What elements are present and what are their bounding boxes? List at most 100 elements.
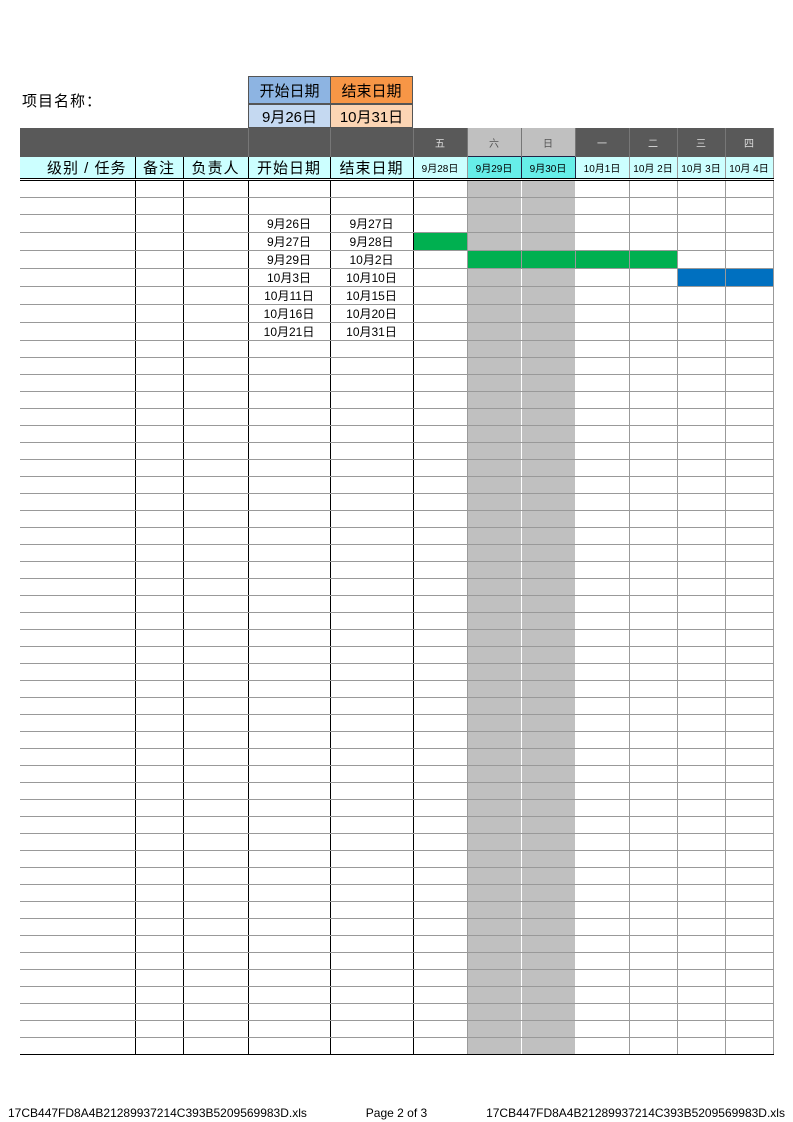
owner-cell[interactable] [183, 578, 249, 596]
gantt-cell[interactable] [725, 646, 774, 664]
gantt-cell[interactable] [413, 250, 468, 269]
gantt-cell[interactable] [467, 935, 522, 953]
gantt-cell[interactable] [629, 833, 678, 851]
note-cell[interactable] [135, 197, 184, 215]
gantt-cell[interactable] [575, 357, 630, 375]
gantt-cell[interactable] [521, 986, 576, 1004]
gantt-cell[interactable] [629, 918, 678, 936]
start-date-cell[interactable] [248, 748, 331, 766]
note-cell[interactable] [135, 322, 184, 341]
task-cell[interactable] [20, 867, 136, 885]
gantt-cell[interactable] [413, 1020, 468, 1038]
note-cell[interactable] [135, 833, 184, 851]
note-cell[interactable] [135, 663, 184, 681]
gantt-cell[interactable] [521, 680, 576, 698]
note-cell[interactable] [135, 969, 184, 987]
owner-cell[interactable] [183, 833, 249, 851]
end-date-cell[interactable] [330, 493, 414, 511]
owner-cell[interactable] [183, 459, 249, 477]
gantt-cell[interactable] [629, 952, 678, 970]
gantt-cell[interactable] [521, 544, 576, 562]
owner-cell[interactable] [183, 476, 249, 494]
gantt-cell[interactable] [467, 408, 522, 426]
gantt-cell[interactable] [575, 197, 630, 215]
gantt-cell[interactable] [467, 663, 522, 681]
gantt-cell[interactable] [521, 357, 576, 375]
gantt-cell[interactable] [575, 304, 630, 323]
end-date-cell[interactable] [330, 884, 414, 902]
end-date-cell[interactable] [330, 765, 414, 783]
note-cell[interactable] [135, 867, 184, 885]
start-date-cell[interactable] [248, 476, 331, 494]
note-cell[interactable] [135, 232, 184, 251]
gantt-cell[interactable] [677, 459, 726, 477]
start-date-cell[interactable] [248, 986, 331, 1004]
owner-cell[interactable] [183, 544, 249, 562]
note-cell[interactable] [135, 578, 184, 596]
gantt-cell[interactable] [677, 561, 726, 579]
gantt-cell[interactable] [629, 510, 678, 528]
start-date-cell[interactable]: 9月26日 [248, 214, 331, 233]
task-cell[interactable] [20, 408, 136, 426]
gantt-bar[interactable] [467, 250, 522, 269]
note-cell[interactable] [135, 1020, 184, 1038]
note-cell[interactable] [135, 442, 184, 460]
gantt-cell[interactable] [413, 816, 468, 834]
gantt-cell[interactable] [629, 391, 678, 409]
gantt-cell[interactable] [677, 232, 726, 251]
gantt-cell[interactable] [467, 442, 522, 460]
gantt-cell[interactable] [575, 322, 630, 341]
end-date-cell[interactable] [330, 1020, 414, 1038]
gantt-cell[interactable] [677, 340, 726, 358]
gantt-cell[interactable] [413, 493, 468, 511]
note-cell[interactable] [135, 374, 184, 392]
gantt-cell[interactable] [677, 408, 726, 426]
gantt-cell[interactable] [575, 374, 630, 392]
task-cell[interactable] [20, 595, 136, 613]
start-date-cell[interactable] [248, 442, 331, 460]
gantt-cell[interactable] [629, 714, 678, 732]
note-cell[interactable] [135, 286, 184, 305]
gantt-cell[interactable] [629, 408, 678, 426]
owner-cell[interactable] [183, 1037, 249, 1055]
gantt-cell[interactable] [521, 232, 576, 251]
task-cell[interactable] [20, 697, 136, 715]
gantt-cell[interactable] [677, 250, 726, 269]
gantt-cell[interactable] [521, 901, 576, 919]
end-date-cell[interactable] [330, 748, 414, 766]
start-date-cell[interactable] [248, 459, 331, 477]
gantt-cell[interactable] [413, 425, 468, 443]
note-cell[interactable] [135, 731, 184, 749]
gantt-cell[interactable] [677, 765, 726, 783]
owner-cell[interactable] [183, 952, 249, 970]
start-date-cell[interactable]: 9月29日 [248, 250, 331, 269]
gantt-cell[interactable] [413, 748, 468, 766]
gantt-cell[interactable] [725, 833, 774, 851]
gantt-cell[interactable] [467, 1020, 522, 1038]
gantt-cell[interactable] [467, 304, 522, 323]
gantt-cell[interactable] [725, 408, 774, 426]
gantt-cell[interactable] [725, 544, 774, 562]
gantt-cell[interactable] [575, 527, 630, 545]
gantt-cell[interactable] [725, 918, 774, 936]
owner-cell[interactable] [183, 697, 249, 715]
gantt-cell[interactable] [677, 952, 726, 970]
gantt-cell[interactable] [677, 833, 726, 851]
gantt-cell[interactable] [677, 867, 726, 885]
task-cell[interactable] [20, 1020, 136, 1038]
end-date-cell[interactable] [330, 425, 414, 443]
gantt-bar[interactable] [677, 268, 726, 287]
gantt-cell[interactable] [629, 663, 678, 681]
gantt-cell[interactable] [413, 442, 468, 460]
gantt-cell[interactable] [677, 986, 726, 1004]
gantt-cell[interactable] [413, 697, 468, 715]
note-cell[interactable] [135, 527, 184, 545]
task-cell[interactable] [20, 935, 136, 953]
gantt-cell[interactable] [521, 476, 576, 494]
start-date-cell[interactable] [248, 340, 331, 358]
end-date-cell[interactable] [330, 969, 414, 987]
gantt-cell[interactable] [413, 935, 468, 953]
end-date-cell[interactable] [330, 646, 414, 664]
gantt-cell[interactable] [677, 286, 726, 305]
gantt-cell[interactable] [629, 612, 678, 630]
